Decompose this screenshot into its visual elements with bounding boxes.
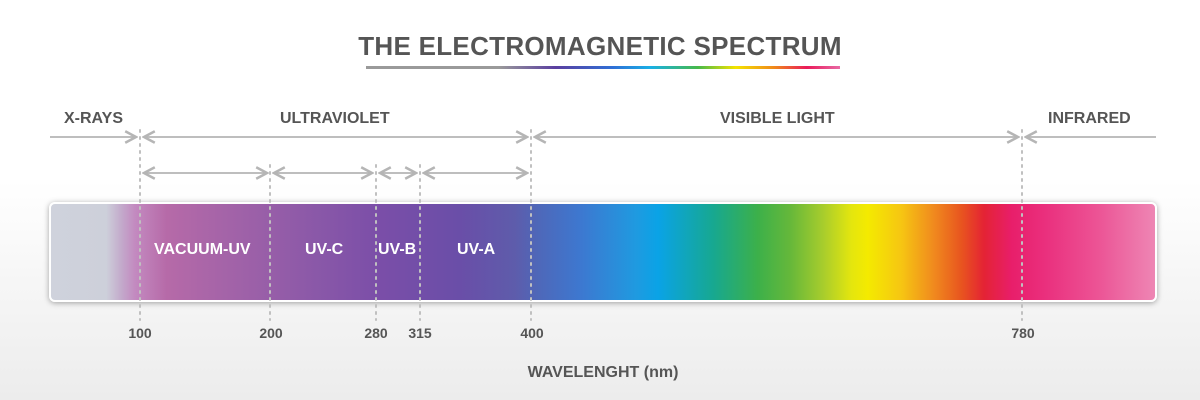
- region-label-xrays: X-RAYS: [64, 110, 123, 127]
- band-label-uv-c: UV-C: [305, 241, 344, 258]
- title-rainbow-underline: [366, 66, 840, 69]
- region-label-infrared: INFRARED: [1048, 110, 1131, 127]
- region-label-visible: VISIBLE LIGHT: [720, 110, 835, 127]
- region-label-ultraviolet: ULTRAVIOLET: [280, 110, 390, 127]
- tick-label-780: 780: [1011, 325, 1035, 341]
- axis-label-wavelength: WAVELENGHT (nm): [527, 364, 679, 381]
- tick-label-400: 400: [520, 325, 544, 341]
- band-label-vacuum-uv: VACUUM-UV: [154, 241, 251, 258]
- band-label-uv-a: UV-A: [457, 241, 496, 258]
- tick-label-280: 280: [364, 325, 388, 341]
- spectrum-bar: [49, 202, 1157, 302]
- diagram-title: THE ELECTROMAGNETIC SPECTRUM: [358, 31, 842, 61]
- band-label-uv-b: UV-B: [378, 241, 417, 258]
- tick-label-100: 100: [128, 325, 152, 341]
- tick-label-315: 315: [408, 325, 432, 341]
- tick-label-200: 200: [259, 325, 283, 341]
